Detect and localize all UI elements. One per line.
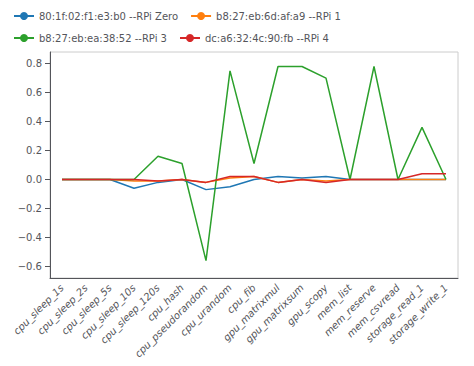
svg-text:gpu_matrixmul: gpu_matrixmul xyxy=(220,282,282,344)
svg-text:cpu_pseudorandom: cpu_pseudorandom xyxy=(132,282,210,360)
svg-text:cpu_sleep_5s: cpu_sleep_5s xyxy=(59,282,114,337)
svg-text:0.6: 0.6 xyxy=(26,87,42,98)
svg-text:0.2: 0.2 xyxy=(26,145,42,156)
svg-text:cpu_fib: cpu_fib xyxy=(224,282,258,316)
svg-text:gpu_matrixsum: gpu_matrixsum xyxy=(243,282,306,345)
svg-text:0.4: 0.4 xyxy=(26,116,42,127)
svg-text:−0.6: −0.6 xyxy=(18,261,42,272)
svg-text:80:1f:02:f1:e3:b0 --RPi Zero: 80:1f:02:f1:e3:b0 --RPi Zero xyxy=(39,11,178,22)
svg-text:storage_write_1: storage_write_1 xyxy=(386,282,451,347)
svg-text:−0.4: −0.4 xyxy=(18,232,42,243)
svg-text:dc:a6:32:4c:90:fb --RPi 4: dc:a6:32:4c:90:fb --RPi 4 xyxy=(205,33,329,44)
svg-text:mem_csvread: mem_csvread xyxy=(344,282,402,340)
svg-text:0.8: 0.8 xyxy=(26,58,42,69)
svg-text:b8:27:eb:6d:af:a9 --RPi 1: b8:27:eb:6d:af:a9 --RPi 1 xyxy=(216,11,341,22)
svg-text:mem_list: mem_list xyxy=(314,282,354,322)
svg-text:cpu_sleep_10s: cpu_sleep_10s xyxy=(78,282,138,342)
svg-text:gpu_scopy: gpu_scopy xyxy=(284,282,330,328)
svg-text:mem_reserve: mem_reserve xyxy=(321,282,378,339)
svg-text:cpu_urandom: cpu_urandom xyxy=(177,282,234,339)
svg-text:0.0: 0.0 xyxy=(26,174,42,185)
svg-text:cpu_sleep_120s: cpu_sleep_120s xyxy=(98,282,162,346)
svg-text:b8:27:eb:ea:38:52 --RPi 3: b8:27:eb:ea:38:52 --RPi 3 xyxy=(39,33,167,44)
svg-text:cpu_hash: cpu_hash xyxy=(144,282,186,324)
svg-text:storage_read_1: storage_read_1 xyxy=(363,282,426,345)
svg-text:cpu_sleep_2s: cpu_sleep_2s xyxy=(35,282,90,337)
svg-text:cpu_sleep_1s: cpu_sleep_1s xyxy=(11,282,66,337)
svg-text:−0.2: −0.2 xyxy=(18,203,42,214)
